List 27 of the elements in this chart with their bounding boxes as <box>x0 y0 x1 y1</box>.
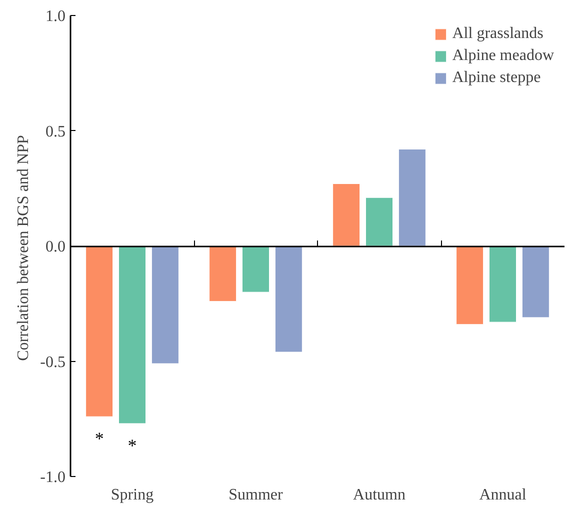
annotation: * <box>94 428 104 449</box>
bar <box>242 246 270 292</box>
annotation: * <box>128 435 137 456</box>
y-tick-label: 0.0 <box>46 238 66 256</box>
y-tick-label: -0.5 <box>40 354 66 371</box>
bar <box>86 246 114 417</box>
bar <box>488 246 517 322</box>
x-tick-label: Summer <box>228 486 284 504</box>
bar <box>332 184 360 246</box>
x-tick-label: Autumn <box>353 486 406 504</box>
legend-label: Alpine steppe <box>452 69 541 87</box>
bar <box>274 246 302 352</box>
bar <box>456 246 484 325</box>
bar <box>151 246 179 364</box>
legend-label: All grasslands <box>452 25 544 43</box>
legend-label: Alpine meadow <box>452 47 554 65</box>
bar <box>365 197 394 246</box>
y-tick-label: 0.5 <box>46 123 66 140</box>
bar <box>398 148 426 246</box>
x-tick-label: Spring <box>110 486 154 504</box>
y-axis-title: Correlation between BGS and NPP <box>15 135 32 361</box>
bar <box>209 246 237 302</box>
y-tick-label: 1.0 <box>46 8 66 25</box>
y-tick-label: -1.0 <box>40 469 66 486</box>
bar <box>118 246 146 424</box>
bar <box>522 246 550 318</box>
x-tick-label: Annual <box>479 486 527 504</box>
